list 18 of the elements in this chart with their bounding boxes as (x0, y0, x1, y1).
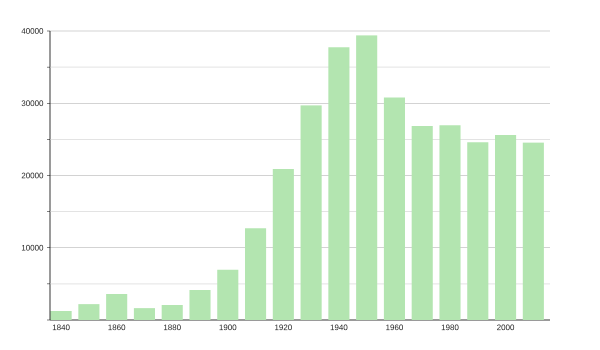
bar (162, 304, 183, 320)
bar (134, 308, 155, 320)
bar (495, 135, 516, 320)
bar (106, 294, 128, 320)
bar (439, 125, 461, 320)
bar (272, 168, 294, 320)
bar (50, 310, 72, 320)
bar (467, 142, 488, 320)
bar (356, 35, 378, 320)
bar (328, 47, 350, 320)
bar (300, 105, 322, 320)
bar (245, 228, 266, 320)
bar (217, 270, 238, 320)
bar (522, 142, 544, 320)
bar (384, 97, 406, 320)
bar (78, 304, 100, 320)
bar (412, 126, 433, 320)
bar (189, 290, 211, 320)
